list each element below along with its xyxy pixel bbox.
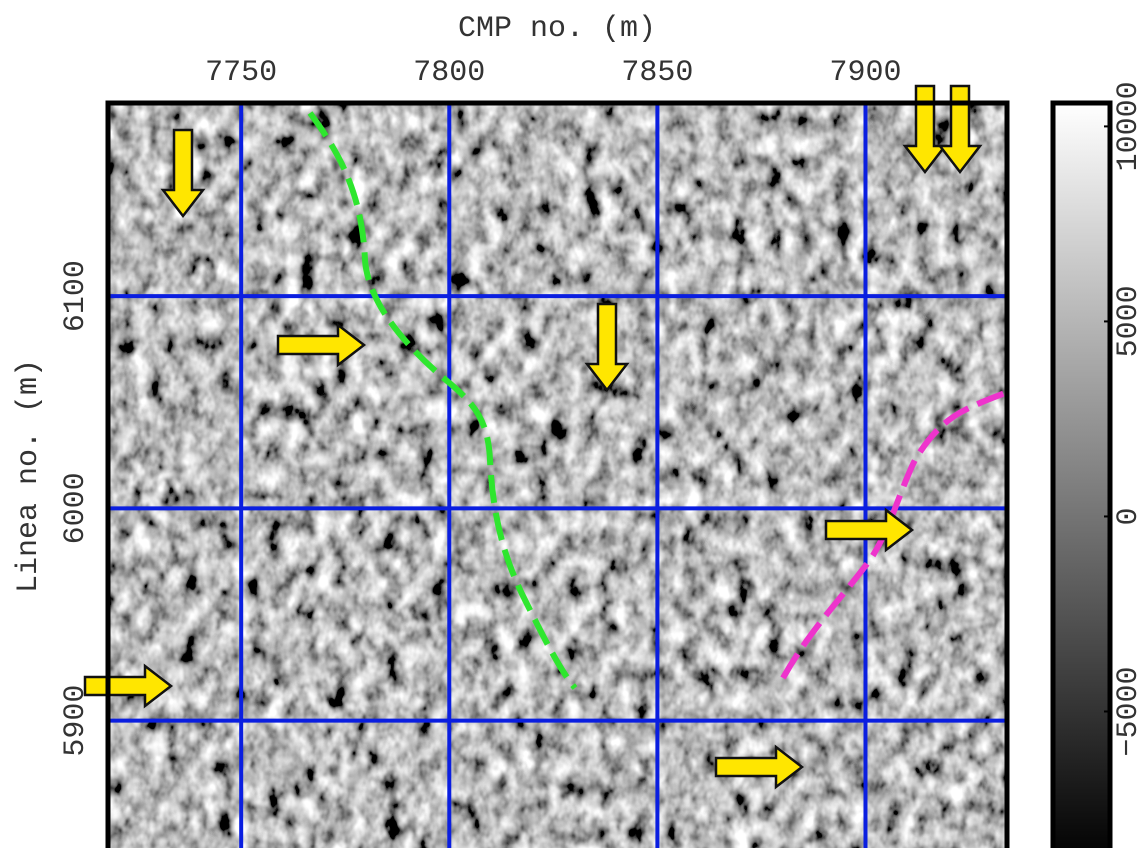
x-tick-label: 7750 bbox=[205, 56, 277, 90]
x-tick-label: 7800 bbox=[413, 56, 485, 90]
colorbar-tick-label: 5000 bbox=[1112, 285, 1145, 357]
colorbar bbox=[1053, 103, 1110, 848]
colorbar-tick-label: 10000 bbox=[1112, 81, 1145, 171]
colorbar-tick-label: −5000 bbox=[1112, 666, 1145, 756]
x-tick-label: 7850 bbox=[621, 56, 693, 90]
chart: CMP no. (m) Linea no. (m) 7750 7800 7850 79… bbox=[0, 0, 1145, 848]
y-tick-label: 6000 bbox=[59, 472, 93, 544]
colorbar-tick-label: 0 bbox=[1112, 507, 1145, 525]
y-axis-title: Linea no. (m) bbox=[12, 359, 46, 593]
y-tick-label: 6100 bbox=[59, 260, 93, 332]
y-tick-label: 5900 bbox=[59, 685, 93, 757]
x-axis-title: CMP no. (m) bbox=[458, 12, 656, 46]
x-tick-label: 7900 bbox=[829, 56, 901, 90]
